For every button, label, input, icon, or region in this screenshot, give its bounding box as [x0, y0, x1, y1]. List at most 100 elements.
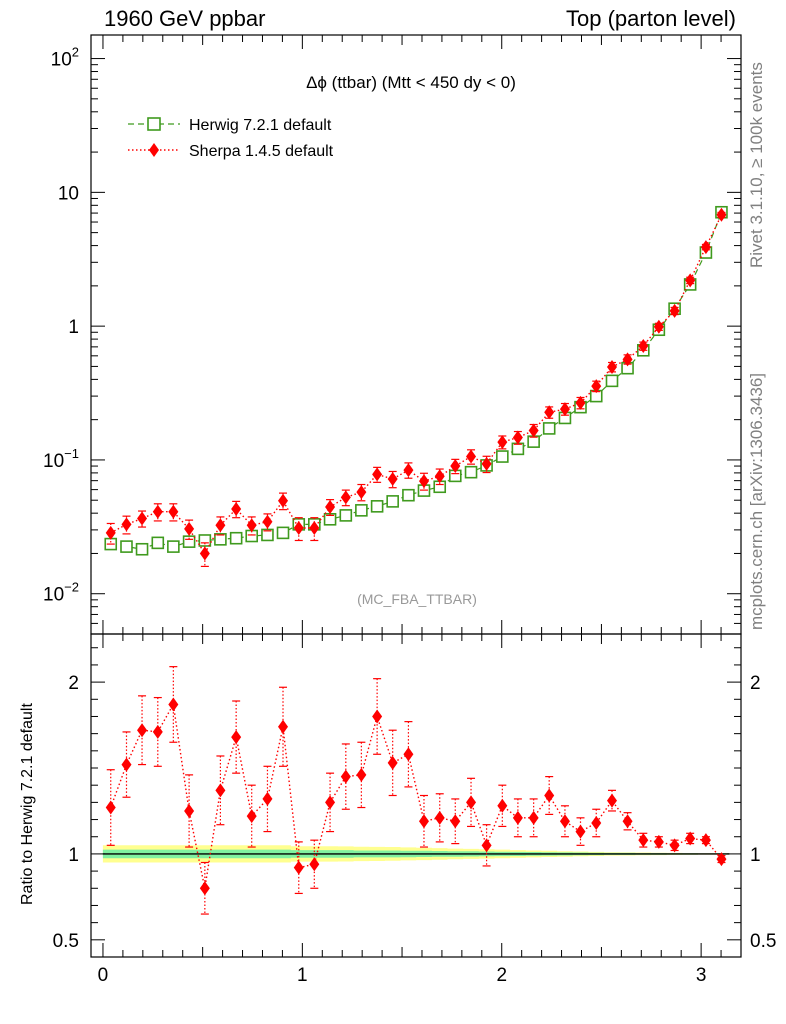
header-left-label: 1960 GeV ppbar — [104, 6, 266, 31]
ratio-uncertainty-band — [102, 845, 730, 863]
sherpa-point — [434, 469, 445, 484]
sherpa-point — [168, 504, 179, 519]
ratio-sherpa-point — [105, 800, 116, 815]
ratio-x-tick-label: 0 — [98, 965, 109, 986]
sherpa-point — [418, 474, 429, 489]
ratio-sherpa-point — [434, 810, 445, 825]
legend-item-herwig: Herwig 7.2.1 default — [128, 117, 332, 134]
ratio-sherpa-point — [606, 793, 617, 808]
ratio-x-tick-label: 1 — [297, 965, 308, 986]
herwig-point — [542, 422, 556, 435]
main-y-tick-label: 10 — [58, 183, 79, 204]
sherpa-point — [622, 352, 633, 367]
herwig-point — [120, 540, 133, 553]
ratio-sherpa-point — [340, 769, 351, 784]
sherpa-point — [105, 525, 116, 540]
ratio-sherpa-point — [293, 860, 304, 875]
sherpa-point — [199, 546, 210, 561]
plot-title: Δϕ (ttbar) (Mtt < 450 dy < 0) — [306, 73, 516, 92]
ratio-sherpa-point — [497, 798, 508, 813]
ratio-y-tick-label-right: 1 — [750, 845, 761, 866]
sherpa-line — [110, 214, 723, 555]
sherpa-point — [246, 518, 257, 533]
ratio-sherpa-point — [450, 814, 461, 829]
herwig-point — [370, 500, 384, 513]
herwig-point — [261, 528, 274, 542]
ratio-sherpa-point — [325, 795, 336, 810]
legend-herwig-label: Herwig 7.2.1 default — [189, 117, 332, 134]
sherpa-point — [606, 360, 617, 375]
sherpa-point — [481, 456, 492, 471]
main-y-tick-label: 10−2 — [43, 580, 79, 606]
ratio-sherpa-point — [544, 788, 555, 803]
sherpa-point — [372, 467, 383, 482]
ratio-sherpa-point — [591, 815, 602, 830]
sherpa-point — [544, 405, 555, 420]
ratio-sherpa-point — [512, 810, 523, 825]
ratio-sherpa-point — [278, 719, 289, 734]
sherpa-point — [387, 472, 398, 487]
ratio-plot-frame — [90, 633, 742, 958]
ratio-sherpa-point — [262, 791, 273, 806]
ratio-sherpa-point — [184, 803, 195, 818]
ratio-sherpa-point — [137, 723, 148, 738]
main-plot-series — [104, 205, 728, 568]
sherpa-point — [685, 273, 696, 288]
sherpa-point — [340, 490, 351, 505]
sherpa-point — [137, 511, 148, 526]
ratio-sherpa-point — [528, 810, 539, 825]
ratio-sherpa-point — [309, 857, 320, 872]
herwig-point — [151, 536, 165, 550]
legend-sherpa-label: Sherpa 1.4.5 default — [189, 143, 334, 160]
herwig-point — [276, 526, 290, 540]
ratio-sherpa-point — [168, 697, 179, 712]
sherpa-point — [559, 402, 570, 417]
sherpa-point — [450, 459, 461, 474]
sherpa-point — [575, 395, 586, 410]
ratio-sherpa-point — [418, 814, 429, 829]
sherpa-point — [403, 463, 414, 478]
ratio-y-tick-label: 2 — [68, 673, 79, 694]
ratio-sherpa-point — [231, 730, 242, 745]
ratio-sherpa-point — [152, 724, 163, 739]
sherpa-point — [309, 520, 320, 535]
sherpa-point — [356, 485, 367, 500]
herwig-point — [355, 504, 368, 517]
herwig-point — [229, 531, 243, 545]
legend: Herwig 7.2.1 default Sherpa 1.4.5 defaul… — [128, 117, 334, 160]
sherpa-point — [466, 449, 477, 464]
sherpa-point — [262, 514, 273, 529]
herwig-point — [402, 488, 415, 502]
ratio-y-tick-label: 1 — [68, 845, 79, 866]
herwig-line — [110, 212, 723, 550]
sherpa-point — [215, 518, 226, 533]
ratio-sherpa-point — [372, 709, 383, 724]
header-right-label: Top (parton level) — [566, 6, 736, 31]
herwig-point — [339, 509, 353, 522]
sherpa-point — [653, 319, 664, 334]
ratio-sherpa-point — [215, 783, 226, 798]
ratio-y-tick-label-right: 0.5 — [750, 931, 776, 952]
herwig-point — [527, 435, 540, 448]
herwig-point — [182, 535, 196, 548]
legend-sherpa-marker — [149, 143, 159, 157]
sherpa-point — [528, 423, 539, 438]
ratio-sherpa-point — [466, 795, 477, 810]
herwig-point — [605, 374, 619, 388]
ratio-y-tick-label-right: 2 — [750, 673, 761, 694]
sherpa-point — [497, 435, 508, 450]
sherpa-point — [512, 430, 523, 445]
herwig-point — [198, 534, 212, 547]
ratio-plot-series — [105, 666, 727, 915]
sherpa-point — [152, 504, 163, 519]
sherpa-point — [278, 493, 289, 508]
ratio-sherpa-point — [559, 814, 570, 829]
sherpa-point — [325, 499, 336, 514]
ratio-sherpa-point — [700, 833, 711, 848]
analysis-tag: (MC_FBA_TTBAR) — [357, 591, 477, 607]
ratio-sherpa-point — [387, 755, 398, 770]
sherpa-point — [700, 240, 711, 255]
ratio-sherpa-point — [403, 747, 414, 762]
sherpa-point — [591, 379, 602, 394]
